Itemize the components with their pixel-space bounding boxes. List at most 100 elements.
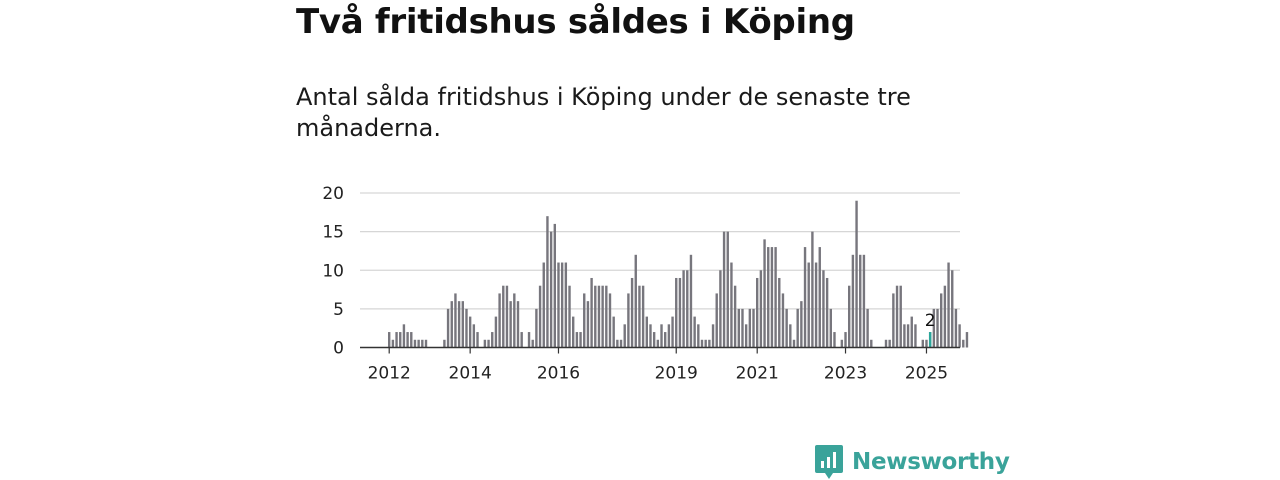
- x-tick-label: 2023: [824, 364, 867, 384]
- brand-logo[interactable]: Newsworthy: [814, 444, 1010, 480]
- bar: [656, 339, 660, 348]
- bar: [388, 332, 391, 348]
- bar: [719, 270, 722, 348]
- bar: [634, 254, 637, 348]
- bar: [936, 308, 939, 348]
- bar: [855, 200, 858, 348]
- bar: [737, 308, 740, 348]
- bar: [457, 301, 461, 348]
- bar: [829, 308, 832, 348]
- bar: [947, 262, 950, 348]
- bar: [866, 308, 869, 348]
- bar: [899, 285, 902, 348]
- bar: [741, 308, 744, 348]
- bar: [406, 332, 409, 348]
- bar: [733, 285, 737, 348]
- bar: [605, 285, 608, 348]
- bar: [825, 277, 829, 348]
- bar: [726, 231, 729, 348]
- bar: [421, 339, 424, 348]
- bar: [958, 324, 961, 348]
- bar: [722, 231, 726, 348]
- bar: [833, 332, 836, 348]
- bar: [664, 332, 667, 348]
- bar: [568, 285, 571, 348]
- bar: [870, 339, 873, 348]
- bar: [700, 339, 704, 348]
- bar: [638, 285, 641, 348]
- bar: [531, 339, 534, 348]
- bar: [564, 262, 568, 348]
- bar: [811, 231, 814, 348]
- bar: [704, 339, 707, 348]
- bar: [822, 270, 825, 348]
- bar: [803, 247, 807, 348]
- bar: [951, 270, 954, 348]
- bar: [965, 332, 969, 348]
- bar: [597, 285, 601, 348]
- bar: [697, 324, 700, 348]
- bar: [778, 277, 781, 348]
- bar: [399, 332, 402, 348]
- bar: [906, 324, 910, 348]
- bar: [468, 316, 472, 348]
- brand-name: Newsworthy: [852, 449, 1010, 475]
- bar: [513, 293, 516, 348]
- bar: [410, 332, 413, 348]
- bar: [465, 308, 468, 348]
- bar: [954, 308, 958, 348]
- bar: [895, 285, 899, 348]
- bar: [781, 293, 785, 348]
- bar: [844, 332, 847, 348]
- x-tick-label: 2025: [905, 364, 948, 384]
- bar: [711, 324, 715, 348]
- bar: [516, 301, 520, 348]
- bar: [660, 324, 663, 348]
- bar: [767, 247, 770, 348]
- bar: [579, 332, 582, 348]
- bar: [652, 332, 656, 348]
- bar: [502, 285, 505, 348]
- bar: [641, 285, 645, 348]
- bar: [630, 277, 634, 348]
- bar: [888, 339, 891, 348]
- bar: [910, 316, 913, 348]
- bar: [708, 339, 711, 348]
- y-tick-label: 5: [333, 300, 344, 320]
- bar: [789, 324, 792, 348]
- bar: [450, 301, 453, 348]
- bar: [667, 324, 671, 348]
- bar: [612, 316, 615, 348]
- bar: [483, 339, 487, 348]
- bar: [535, 308, 538, 348]
- bar: [689, 254, 693, 348]
- bar: [509, 301, 512, 348]
- bar: [774, 247, 777, 348]
- bar: [730, 262, 733, 348]
- bar: [391, 339, 395, 348]
- bar: [505, 285, 509, 348]
- bar: [792, 339, 796, 348]
- bar: [752, 308, 755, 348]
- bar: [840, 339, 844, 348]
- bar: [686, 270, 689, 348]
- y-tick-label: 10: [322, 261, 344, 281]
- bar: [402, 324, 406, 348]
- bar: [884, 339, 888, 348]
- y-tick-label: 15: [322, 223, 344, 243]
- bar: [814, 262, 818, 348]
- bar: [619, 339, 623, 348]
- bar-chart: 0 5 10 15 20 2 2012 2014 2016 2019 2021 2023 2025: [322, 184, 969, 384]
- bar: [693, 316, 696, 348]
- bar: [943, 285, 947, 348]
- bar: [623, 324, 626, 348]
- y-tick-label: 20: [322, 184, 344, 204]
- bar: [675, 277, 678, 348]
- bar: [682, 270, 685, 348]
- bar: [925, 339, 928, 348]
- bar: [472, 324, 476, 348]
- bar: [560, 262, 564, 348]
- bar: [770, 247, 774, 348]
- x-tick-label: 2012: [368, 364, 411, 384]
- bar: [546, 216, 549, 348]
